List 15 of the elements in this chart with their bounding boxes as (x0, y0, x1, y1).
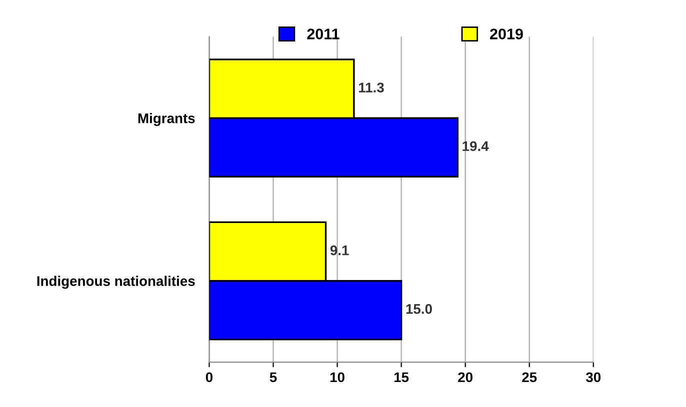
x-tick-label: 5 (270, 372, 277, 382)
data-label: 19.4 (462, 141, 489, 152)
x-tick-label: 10 (330, 372, 344, 382)
x-tick-label: 20 (458, 372, 472, 382)
x-tick-label: 0 (206, 372, 213, 382)
data-label: 11.3 (358, 82, 384, 92)
data-label: 9.1 (330, 245, 349, 256)
legend-label: 2019 (490, 28, 523, 40)
x-tick-label: 25 (522, 372, 537, 382)
data-label: 15.0 (406, 304, 432, 314)
x-tick-label: 15 (394, 372, 409, 382)
y-tick-label: Indigenous nationalities (37, 276, 195, 289)
y-tick-label: Migrants (138, 112, 195, 126)
legend-label: 2011 (307, 28, 340, 40)
x-tick-label: 30 (586, 372, 601, 382)
